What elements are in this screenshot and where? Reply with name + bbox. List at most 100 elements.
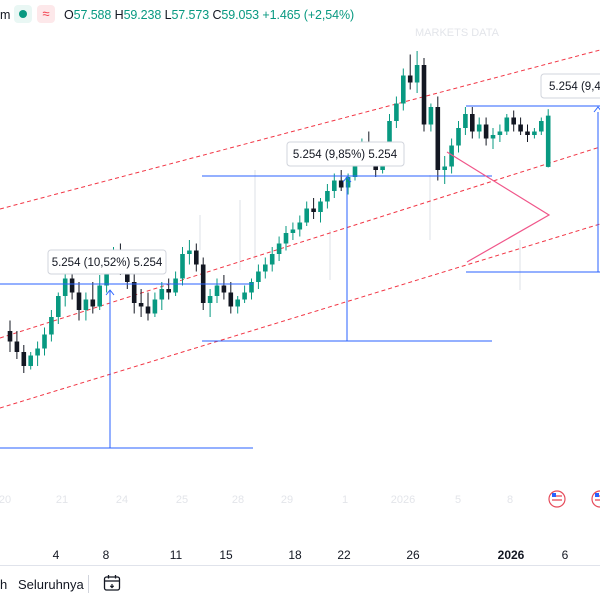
candle-body: [21, 352, 27, 366]
calendar-icon[interactable]: [103, 574, 121, 592]
candle-body: [256, 271, 261, 282]
candle-body: [249, 282, 254, 293]
candle-body: [490, 135, 496, 139]
candle-body: [504, 117, 510, 132]
wave-icon[interactable]: ≈: [37, 5, 55, 23]
candle-body: [49, 317, 54, 335]
open-label: O: [64, 8, 74, 22]
candle-body: [173, 278, 178, 293]
background-ghost-layer: MARKETS DATA 20 21 24 25 28 29 1 2026 5 8: [0, 27, 521, 506]
candle-body: [69, 278, 75, 293]
flag-canton: [595, 493, 599, 497]
candle-body: [511, 117, 516, 125]
high-label: H: [114, 8, 124, 22]
candle-body: [90, 299, 96, 307]
measure-2-label: 5.254 (9,85%) 5.254: [293, 149, 398, 161]
candle-body: [131, 282, 137, 303]
candle-body: [539, 121, 544, 132]
candle-body: [62, 278, 68, 296]
candle-body: [235, 299, 240, 307]
ghost-axis-label: 24: [116, 494, 128, 506]
toolbar-divider: [88, 575, 89, 593]
candle-body: [228, 292, 234, 307]
low-label: L: [164, 8, 172, 22]
time-axis: 4 8 11 15 18 22 26 2026 6: [53, 548, 569, 562]
measure-2-label-box: [286, 141, 405, 167]
us-flag-icon: [548, 490, 566, 508]
measure-3-label-box: [540, 73, 600, 99]
ghost-axis-label: 20: [0, 494, 11, 506]
candle-body: [311, 208, 316, 212]
candle-body: [304, 208, 309, 223]
symbol-name: m: [0, 8, 11, 22]
us-flag-icon: [591, 490, 600, 508]
candle-body: [56, 296, 61, 317]
candle-body: [345, 177, 351, 188]
candle-body: [352, 159, 358, 177]
symbol-header: m ≈ O57.588 H59.238 L57.573 C59.053 +1.4…: [0, 0, 600, 32]
flag-circle: [548, 490, 566, 508]
measure-3-label: 5.254 (9,4: [549, 81, 600, 93]
price-chart[interactable]: MARKETS DATA 20 21 24 25 28 29 1 2026 5 8 5.254 (1…: [0, 0, 600, 565]
candle-body: [394, 103, 399, 121]
ohlc-readout: O57.588 H59.238 L57.573 C59.053 +1.465 (…: [64, 8, 354, 22]
close-value: 59.053: [221, 8, 260, 22]
drawing-tools-layer: 5.254 (10,52%) 5.254 5.254 (9,85%) 5.254 5…: [0, 73, 600, 449]
candle-body: [414, 65, 420, 83]
high-value: 59.238: [123, 8, 162, 22]
range-all-button[interactable]: Seluruhnya: [18, 577, 84, 592]
x-axis-label: 8: [103, 548, 110, 562]
candle-body: [407, 75, 413, 83]
candle-body: [76, 292, 82, 310]
candle-body: [214, 285, 220, 296]
measure-1-label-box: [47, 249, 167, 275]
candle-body: [483, 124, 489, 139]
measure-1-label: 5.254 (10,52%) 5.254: [52, 257, 163, 269]
close-label: C: [212, 8, 222, 22]
ghost-axis-label: 1: [342, 494, 348, 506]
candle-body: [145, 306, 151, 314]
candle-body: [83, 299, 89, 310]
measure-3-arrow: [593, 106, 600, 113]
candle-body: [152, 299, 158, 314]
candle-body: [166, 289, 171, 293]
ghost-axis-label: 8: [507, 494, 513, 506]
triangle-pattern: [446, 151, 551, 263]
candle-body: [290, 229, 296, 233]
x-axis-label: 2026: [498, 548, 525, 562]
open-value: 57.588: [73, 8, 112, 22]
candle-body: [456, 128, 461, 146]
candle-body: [476, 124, 482, 132]
status-dot-icon: [19, 10, 27, 18]
candle-body: [297, 222, 303, 230]
candle-body: [463, 114, 468, 128]
candle-body: [442, 166, 447, 170]
candle-body: [338, 180, 344, 188]
range-button[interactable]: h: [0, 577, 8, 592]
x-axis-label: 4: [53, 548, 60, 562]
candle-body: [7, 331, 13, 342]
x-axis-label: 15: [219, 548, 233, 562]
candle-body: [42, 334, 47, 349]
event-icons: [548, 490, 600, 508]
bottom-toolbar: h Seluruhnya: [0, 565, 600, 601]
candle-body: [159, 289, 165, 300]
candle-body: [401, 75, 406, 104]
candle-body: [428, 107, 434, 125]
candle-body: [14, 341, 20, 352]
candle-body: [497, 131, 503, 135]
ghost-axis-label: 25: [176, 494, 188, 506]
candle-body: [435, 107, 441, 170]
candle-body: [518, 124, 523, 132]
low-value: 57.573: [171, 8, 210, 22]
candle-body: [525, 131, 530, 135]
ghost-axis-label: 21: [56, 494, 68, 506]
candle-body: [263, 264, 268, 272]
candle-body: [283, 233, 289, 244]
ghost-axis-label: 5: [455, 494, 461, 506]
candle-body: [532, 131, 537, 135]
x-axis-label: 6: [562, 548, 569, 562]
market-status-button[interactable]: [14, 5, 32, 23]
candle-body: [28, 355, 33, 366]
candle-body: [325, 191, 330, 202]
